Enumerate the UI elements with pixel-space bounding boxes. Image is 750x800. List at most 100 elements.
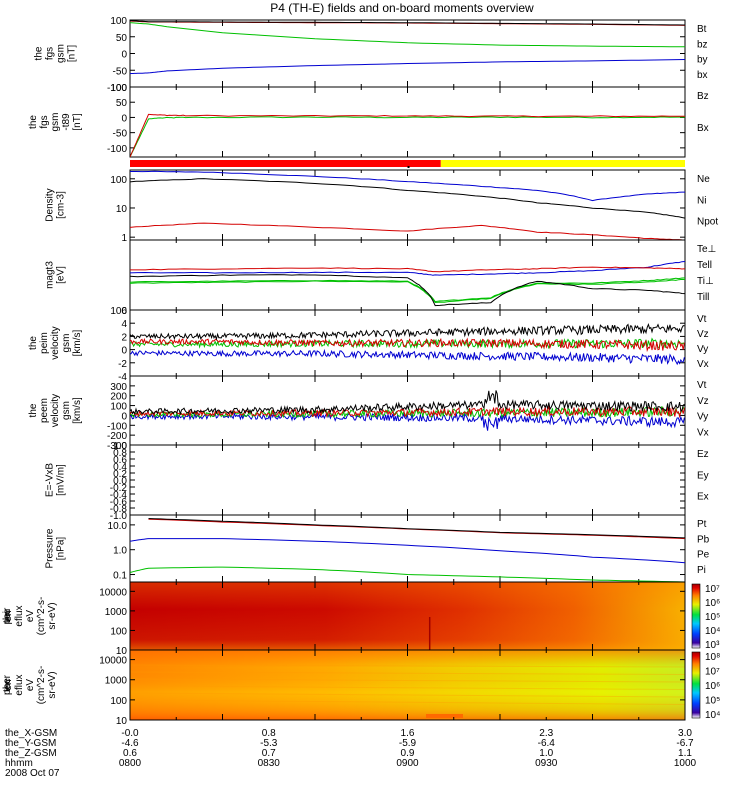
efield-ytick-label: -0.8 (110, 504, 128, 515)
xaxis-tick-label: 0.7 (262, 748, 276, 759)
temp-legend-Ti⊥: Ti⊥ (697, 276, 714, 287)
peer-spectrogram-shade (130, 650, 685, 720)
xaxis-tick-label: 1000 (674, 758, 697, 769)
fgs-ytick-label: 50 (116, 33, 128, 44)
temp-line-Tblue (130, 261, 685, 276)
peer-ylabel: (cm^2-s- (36, 666, 47, 705)
fgs_dsl-ytick-label: 50 (116, 98, 128, 109)
peir-colorbar-tick: 10⁶ (705, 598, 720, 609)
peer-ytick-label: 100 (110, 696, 127, 707)
peir-colorbar: 10⁷ 10⁶ 10⁵ 10⁴ 10³ (691, 583, 720, 651)
temp-ytick-label: 100 (110, 306, 127, 317)
fgs-legend-Bt: Bt (697, 24, 707, 35)
peem_v-ytick-label: -200 (107, 431, 127, 442)
pressure-ytick-label: 10.0 (108, 521, 128, 532)
pressure-ylabel: Pressure (45, 528, 56, 568)
fgs-line-bx (130, 59, 685, 75)
fgs-line-Bt (130, 20, 685, 26)
peer-colorbar: 10⁸ 10⁷ 10⁶ 10⁵ 10⁴ (691, 651, 720, 721)
density-ytick-label: 10 (116, 204, 128, 215)
efield-frame (129, 444, 686, 516)
peer-band (129, 664, 686, 668)
temp-legend-Till: Till (697, 292, 709, 303)
peir-colorbar-tick: 10³ (705, 640, 720, 651)
peim_v-ytick-label: 2 (121, 332, 127, 343)
peer-ytick-label: 1000 (105, 676, 128, 687)
density-ylabel: [cm-3] (56, 191, 67, 219)
density-legend-Ni: Ni (697, 195, 706, 206)
fgs_dsl-ytick-label: -100 (107, 144, 127, 155)
xaxis-tick-label: 0900 (396, 758, 419, 769)
fgs-legend-bz: bz (697, 39, 708, 50)
peir-ytick-label: 10 (116, 646, 128, 657)
temp-series-group (130, 261, 685, 307)
fgs-ylabel: gsm (56, 44, 67, 63)
pressure-ytick-label: 0.1 (113, 571, 127, 582)
xaxis-tick-label: 1.0 (539, 748, 553, 759)
fgs_dsl-series-group (130, 113, 685, 157)
peem_v-ytick-label: 0 (121, 411, 127, 422)
peem_v-legend-Vt: Vt (697, 380, 707, 391)
mode-segment-fast (130, 160, 441, 167)
efield-ytick-label: -0.4 (110, 490, 128, 501)
efield-ytick-label: 0.6 (113, 455, 127, 466)
pressure-ytick-label: 1.0 (113, 546, 127, 557)
peem_v-ylabel: peem (39, 398, 50, 423)
xaxis-tick-label: 0800 (119, 758, 142, 769)
peem_v-ytick-label: 300 (110, 382, 127, 393)
xaxis-tick-label: -5.9 (399, 738, 417, 749)
mode-marker (407, 166, 410, 168)
panel-temp: 100 magt3 [eV] Te⊥ Tell Ti⊥ Till (45, 239, 716, 317)
peem_v-ytick-label: 100 (110, 402, 127, 413)
peer-colorbar-tick: 10⁸ (705, 652, 720, 663)
peer-band (129, 671, 686, 675)
fgs_dsl-ylabel: the (28, 115, 39, 129)
efield-ytick-label: 1.0 (113, 441, 127, 452)
xaxis-date: 2008 Oct 07 (5, 768, 60, 779)
peir-ylabel: the (2, 609, 13, 623)
peer-ylabel: the (2, 678, 13, 692)
panel-efield: 1.00.80.60.40.20.0-0.2-0.4-0.6-0.8-1.0 E=… (45, 441, 709, 522)
peer-band (129, 685, 686, 690)
panel-density: 100 10 1 Density [cm-3] Ne Ni Npot (45, 169, 718, 244)
temp-line-Te⊥ (130, 266, 685, 273)
pressure-line-Pt (148, 518, 685, 539)
density-line-Ni (130, 178, 685, 219)
efield-ytick-label: -0.6 (110, 497, 128, 508)
fgs_dsl-ylabel: [nT] (72, 113, 83, 130)
fgs-ytick-label: -50 (113, 66, 128, 77)
xaxis-tick-label: -6.7 (676, 738, 694, 749)
density-line-Npot (130, 170, 685, 202)
peim_v-line-Vx (130, 348, 685, 366)
density-ylabel: Density (45, 188, 56, 221)
efield-ytick-label: -0.2 (110, 483, 128, 494)
density-series-group (130, 170, 685, 240)
peir-ytick-label: 10000 (99, 587, 127, 598)
temp-ylabel: [eV] (56, 266, 67, 284)
peem_v-series-group (130, 390, 685, 431)
efield-ylabel: E=-VxB (45, 463, 56, 498)
xaxis-tick-label: 0.8 (262, 728, 276, 739)
peir-colorbar-tick: 10⁵ (705, 612, 720, 623)
xaxis-row-label: hhmm (5, 758, 33, 769)
peem_v-legend-Vx: Vx (697, 427, 709, 438)
efield-ylabel: [mV/m] (56, 464, 67, 496)
xaxis-tick-label: 1.1 (678, 748, 692, 759)
temp-ylabel: magt3 (45, 261, 56, 289)
fgs_dsl-ylabel: gsm (50, 113, 61, 132)
peer-colorbar-tick: 10⁶ (705, 681, 720, 692)
peer-ylabel: eV (25, 679, 36, 692)
peim_v-ylabel: velocity (50, 326, 61, 359)
xaxis-tick-label: 0.9 (401, 748, 415, 759)
pressure-line-Pe (130, 566, 685, 582)
panel-peim_v: 6 4 2 0 -2 -4 the peim velocity gsm [km/s] Vt Vz Vy Vx (28, 306, 709, 383)
pressure-line-Pi (130, 538, 685, 564)
peir-ylabel: sr-eV) (47, 602, 58, 629)
efield-legend-Ez: Ez (697, 449, 709, 460)
fgs-ylabel: [nT] (67, 45, 78, 62)
efield-ytick-label: 0.0 (113, 476, 127, 487)
peim_v-line-Vy (130, 337, 685, 350)
pressure-legend-Pb: Pb (697, 534, 710, 545)
